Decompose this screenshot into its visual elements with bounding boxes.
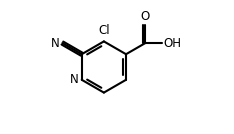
Text: OH: OH <box>163 37 181 50</box>
Text: Cl: Cl <box>98 25 110 38</box>
Text: N: N <box>51 37 60 50</box>
Text: N: N <box>70 73 78 86</box>
Text: O: O <box>141 10 150 23</box>
